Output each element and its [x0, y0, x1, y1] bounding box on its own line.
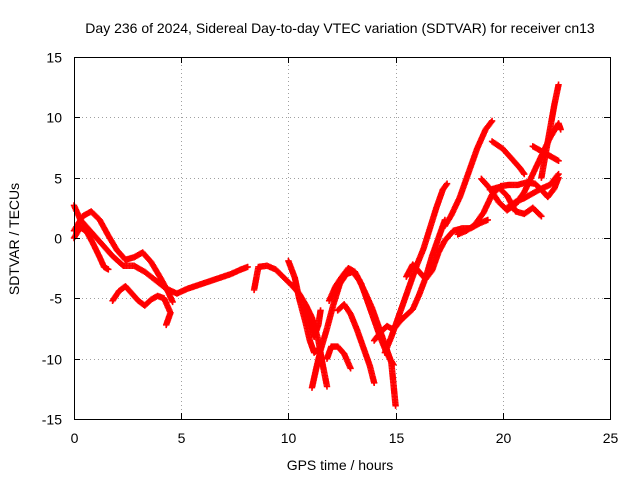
data-point-marker — [323, 383, 331, 390]
data-point-marker — [317, 307, 324, 314]
data-point-marker — [370, 379, 378, 386]
y-tick-label: 10 — [46, 110, 62, 126]
data-point-marker — [484, 216, 491, 224]
data-point-marker — [392, 402, 399, 409]
y-tick-label: -15 — [42, 412, 62, 428]
series-track-6 — [285, 257, 322, 356]
data-point-marker — [537, 212, 544, 219]
series-track-8 — [308, 268, 399, 409]
grid — [74, 57, 610, 419]
x-tick-label: 10 — [281, 430, 297, 446]
series-track-20 — [503, 170, 562, 212]
x-axis-label: GPS time / hours — [287, 457, 394, 473]
x-tick-label: 0 — [71, 430, 79, 446]
series-track-11 — [334, 301, 378, 386]
data-point-marker — [347, 365, 354, 372]
y-tick-label: 5 — [54, 171, 62, 187]
series-track-3 — [70, 223, 112, 273]
data-point-marker — [442, 181, 450, 189]
data-point-marker — [538, 213, 545, 220]
data-point-marker — [555, 170, 562, 178]
series-track-22 — [538, 81, 562, 181]
data-point-marker — [521, 170, 528, 178]
data-point-marker — [488, 117, 496, 125]
x-tick-label: 20 — [496, 430, 512, 446]
y-tick-label: 15 — [46, 50, 62, 66]
data-point-marker — [557, 126, 564, 133]
series-track-7 — [302, 302, 324, 341]
series-track-19 — [488, 138, 528, 178]
x-tick-label: 5 — [178, 430, 186, 446]
series-track-4 — [109, 283, 174, 329]
x-tick-label: 25 — [603, 430, 619, 446]
data-point-marker — [555, 81, 562, 88]
data-point-marker — [554, 172, 561, 179]
series-track-2 — [70, 208, 176, 306]
y-axis-label: SDTVAR / TECUs — [6, 183, 22, 295]
series-track-9 — [325, 264, 397, 368]
y-tick-label: 0 — [54, 231, 62, 247]
data-point-marker — [390, 361, 397, 368]
chart-title: Day 236 of 2024, Sidereal Day-to-day VTE… — [85, 20, 595, 36]
series-track-10 — [323, 343, 354, 372]
series-track-15 — [441, 117, 496, 230]
data-point-marker — [244, 263, 251, 271]
series-track-13 — [381, 180, 451, 356]
data-point-marker — [169, 298, 176, 306]
x-tick-label: 15 — [389, 430, 405, 446]
y-tick-label: -10 — [42, 352, 62, 368]
data-point-marker — [487, 118, 495, 126]
data-point-marker — [443, 180, 451, 187]
y-tick-label: -5 — [50, 291, 63, 307]
data-point-marker — [105, 266, 112, 273]
axis-ticks: 0 5 10 15 20 25 -15 -10 -5 0 5 10 15 — [42, 50, 619, 447]
data-point-marker — [555, 157, 562, 164]
data-points — [70, 81, 564, 409]
data-point-marker — [520, 169, 527, 177]
data-point-marker — [162, 321, 170, 329]
